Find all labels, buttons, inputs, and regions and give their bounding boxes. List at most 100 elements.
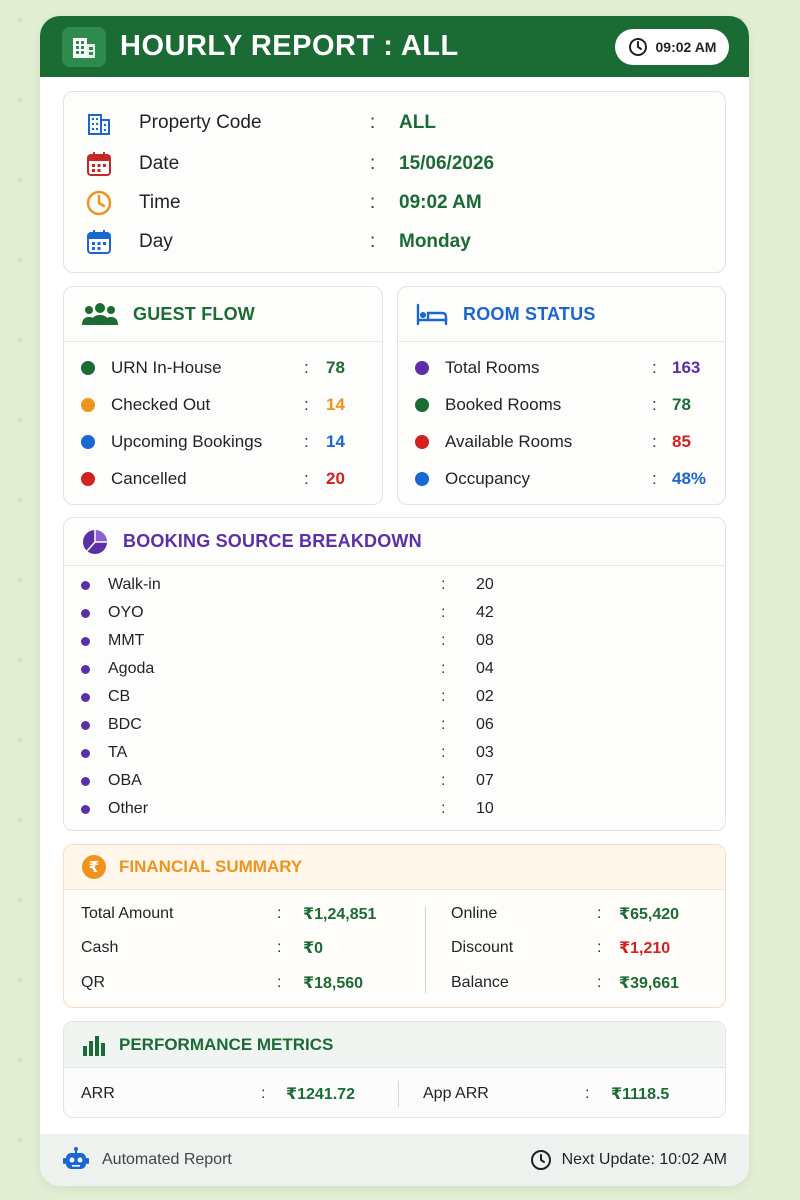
stat-label: Checked Out (111, 395, 211, 414)
financial-label: Discount (451, 939, 514, 956)
source-label: Agoda (108, 660, 155, 677)
financial-value: ₹65,420 (619, 906, 680, 923)
source-value: 06 (476, 716, 494, 733)
arr-label: ARR (81, 1085, 115, 1102)
source-value: 10 (476, 800, 494, 817)
info-value: 09:02 AM (399, 192, 482, 213)
clock-icon (84, 188, 114, 218)
bullet-dot (81, 664, 90, 674)
report-header: HOURLY REPORT : ALL 09:02 AM (40, 16, 749, 77)
source-colon: : (441, 716, 446, 733)
financial-value: ₹0 (303, 940, 324, 957)
bullet-dot (81, 580, 90, 590)
source-row: BDC : 06 (81, 714, 701, 736)
stat-label: Total Rooms (445, 358, 540, 377)
info-colon: : (370, 231, 376, 252)
source-colon: : (441, 772, 446, 789)
info-row-property-code: Property Code : ALL (84, 108, 704, 138)
arr-value: ₹1241.72 (286, 1086, 355, 1103)
source-label: BDC (108, 716, 142, 733)
bar-chart-icon (83, 1035, 105, 1056)
stat-label: Occupancy (445, 469, 531, 488)
guest-flow-row: Cancelled : 20 (81, 467, 368, 491)
performance-metrics-header: PERFORMANCE METRICS (64, 1022, 725, 1068)
info-row-day: Day : Monday (84, 227, 704, 257)
stat-colon: : (304, 358, 309, 377)
stat-colon: : (652, 395, 657, 414)
source-value: 42 (476, 604, 494, 621)
financial-label: Total Amount (81, 905, 174, 922)
source-label: OBA (108, 772, 142, 789)
robot-icon (63, 1147, 89, 1169)
info-value: 15/06/2026 (399, 153, 495, 174)
room-status-row: Occupancy : 48% (415, 467, 711, 491)
bullet-dot (81, 608, 90, 618)
stat-value: 163 (672, 358, 701, 377)
svg-text:₹: ₹ (89, 858, 99, 876)
source-value: 07 (476, 772, 494, 789)
guest-flow-row: URN In-House : 78 (81, 356, 368, 380)
report-card: HOURLY REPORT : ALL 09:02 AM Property Co… (40, 16, 749, 1186)
info-row-time: Time : 09:02 AM (84, 188, 704, 218)
bed-icon (416, 303, 448, 326)
guest-flow-title: GUEST FLOW (133, 303, 255, 324)
performance-row-app-arr: App ARR : ₹1118.5 (423, 1083, 713, 1105)
status-dot (415, 472, 429, 486)
source-row: TA : 03 (81, 742, 701, 764)
stat-value: 14 (326, 432, 345, 451)
financial-row: Cash : ₹0 (81, 937, 411, 959)
financial-label: QR (81, 974, 105, 991)
financial-colon: : (597, 939, 602, 956)
performance-row-arr: ARR : ₹1241.72 (81, 1083, 381, 1105)
report-title: HOURLY REPORT : ALL (120, 30, 459, 62)
bullet-dot (81, 776, 90, 786)
status-dot (415, 435, 429, 449)
info-row-date: Date : 15/06/2026 (84, 149, 704, 179)
source-row: OYO : 42 (81, 602, 701, 624)
source-colon: : (441, 744, 446, 761)
arr-colon: : (261, 1085, 266, 1102)
financial-colon: : (277, 905, 282, 922)
source-value: 03 (476, 744, 494, 761)
app-arr-colon: : (585, 1085, 590, 1102)
app-arr-label: App ARR (423, 1085, 489, 1102)
source-value: 20 (476, 576, 494, 593)
stat-value: 78 (672, 395, 691, 414)
financial-label: Online (451, 905, 498, 922)
source-label: MMT (108, 632, 145, 649)
header-time-text: 09:02 AM (655, 38, 717, 55)
stat-colon: : (652, 469, 657, 488)
bullet-dot (81, 804, 90, 814)
source-label: OYO (108, 604, 144, 621)
info-colon: : (370, 192, 376, 213)
financial-row: Discount : ₹1,210 (451, 937, 711, 959)
financial-summary-panel: ₹ FINANCIAL SUMMARY Total Amount : ₹1,24… (63, 844, 726, 1008)
financial-row: Balance : ₹39,661 (451, 972, 711, 994)
source-row: Agoda : 04 (81, 658, 701, 680)
users-icon (82, 303, 118, 325)
bullet-dot (81, 692, 90, 702)
footer-automated-text: Automated Report (102, 1151, 232, 1168)
financial-divider (425, 907, 426, 993)
financial-row: QR : ₹18,560 (81, 972, 411, 994)
info-label: Date (139, 153, 180, 174)
status-dot (81, 435, 95, 449)
rupee-icon: ₹ (82, 855, 106, 879)
financial-summary-header: ₹ FINANCIAL SUMMARY (64, 845, 725, 890)
guest-flow-panel: GUEST FLOW URN In-House : 78 Checked Out… (63, 286, 383, 505)
footer-next-update-text: Next Update: 10:02 AM (561, 1151, 727, 1168)
info-value: ALL (399, 112, 436, 133)
info-value: Monday (399, 231, 471, 252)
app-arr-value: ₹1118.5 (611, 1086, 670, 1103)
clock-icon (530, 1150, 551, 1170)
booking-source-panel: BOOKING SOURCE BREAKDOWN Walk-in : 20 OY… (63, 517, 726, 831)
financial-row: Total Amount : ₹1,24,851 (81, 903, 411, 925)
bullet-dot (81, 748, 90, 758)
source-colon: : (441, 688, 446, 705)
financial-row: Online : ₹65,420 (451, 903, 711, 925)
source-colon: : (441, 604, 446, 621)
status-dot (415, 361, 429, 375)
performance-divider (398, 1081, 399, 1107)
source-label: Other (108, 800, 149, 817)
booking-source-header: BOOKING SOURCE BREAKDOWN (64, 518, 725, 566)
